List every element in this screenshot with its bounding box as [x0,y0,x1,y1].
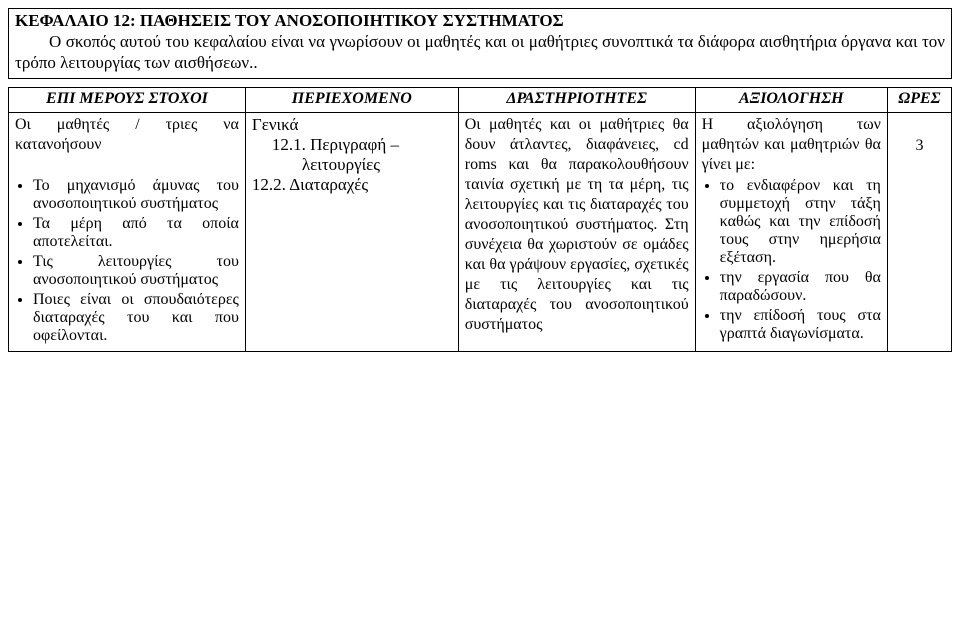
objectives-lead: Οι μαθητές / τριες να κατανοήσουν [15,115,239,175]
list-item: Ποιες είναι οι σπουδαιότερες διαταραχές … [33,291,239,345]
assessment-lead: Η αξιολόγηση των μαθητών και μαθητριών θ… [702,115,881,175]
table-header-row: ΕΠΙ ΜΕΡΟΥΣ ΣΤΟΧΟΙ ΠΕΡΙΕΧΟΜΕΝΟ ΔΡΑΣΤΗΡΙΟΤ… [9,87,952,112]
header-hours: ΩΡΕΣ [887,87,951,112]
content-line-12-1: 12.1. Περιγραφή – λειτουργίες [252,135,452,175]
content-line-12-2: 12.2. Διαταραχές [252,175,452,195]
cell-hours: 3 [887,112,951,351]
objectives-list: Το μηχανισμό άμυνας του ανοσοποιητικού σ… [15,177,239,345]
cell-objectives: Οι μαθητές / τριες να κατανοήσουν Το μηχ… [9,112,246,351]
header-content: ΠΕΡΙΕΧΟΜΕΝΟ [245,87,458,112]
assessment-list: το ενδιαφέρον και τη συμμετοχή στην τάξη… [702,177,881,343]
chapter-intro-text: Ο σκοπός αυτού του κεφαλαίου είναι να γν… [15,31,945,74]
chapter-title: ΚΕΦΑΛΑΙΟ 12: ΠΑΘΗΣΕΙΣ ΤΟΥ ΑΝΟΣΟΠΟΙΗΤΙΚΟΥ… [15,11,945,31]
list-item: Τις λειτουργίες του ανοσοποιητικού συστή… [33,253,239,289]
list-item: την εργασία που θα παραδώσουν. [720,269,881,305]
cell-activities: Οι μαθητές και οι μαθήτριες θα δουν άτλα… [458,112,695,351]
header-objectives: ΕΠΙ ΜΕΡΟΥΣ ΣΤΟΧΟΙ [9,87,246,112]
hours-value: 3 [894,137,945,155]
chapter-intro-box: ΚΕΦΑΛΑΙΟ 12: ΠΑΘΗΣΕΙΣ ΤΟΥ ΑΝΟΣΟΠΟΙΗΤΙΚΟΥ… [8,8,952,79]
list-item: το ενδιαφέρον και τη συμμετοχή στην τάξη… [720,177,881,267]
cell-assessment: Η αξιολόγηση των μαθητών και μαθητριών θ… [695,112,887,351]
content-line-general: Γενικά [252,115,452,135]
list-item: την επίδοσή τους στα γραπτά διαγωνίσματα… [720,307,881,343]
header-assessment: ΑΞΙΟΛΟΓΗΣΗ [695,87,887,112]
table-row: Οι μαθητές / τριες να κατανοήσουν Το μηχ… [9,112,952,351]
curriculum-table: ΕΠΙ ΜΕΡΟΥΣ ΣΤΟΧΟΙ ΠΕΡΙΕΧΟΜΕΝΟ ΔΡΑΣΤΗΡΙΟΤ… [8,87,952,352]
list-item: Το μηχανισμό άμυνας του ανοσοποιητικού σ… [33,177,239,213]
list-item: Τα μέρη από τα οποία αποτελείται. [33,215,239,251]
activities-text: Οι μαθητές και οι μαθήτριες θα δουν άτλα… [465,115,689,335]
header-activities: ΔΡΑΣΤΗΡΙΟΤΗΤΕΣ [458,87,695,112]
cell-content: Γενικά 12.1. Περιγραφή – λειτουργίες 12.… [245,112,458,351]
